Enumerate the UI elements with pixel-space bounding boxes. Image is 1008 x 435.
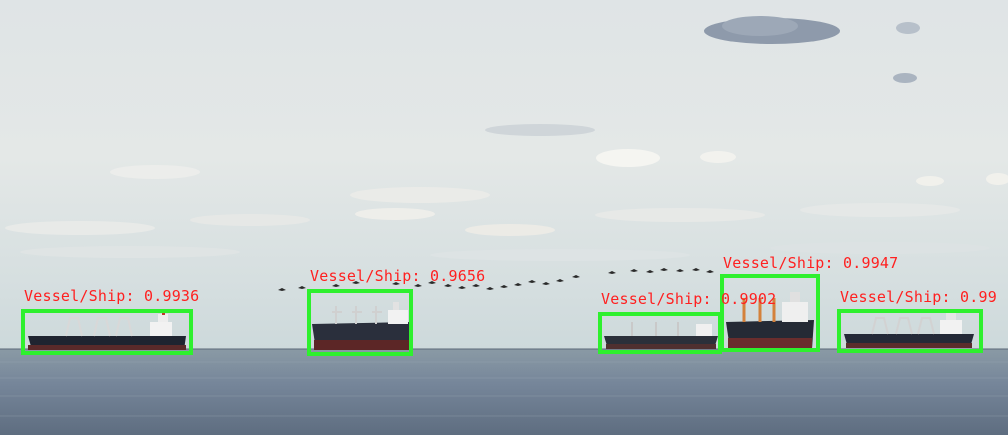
detection-box — [598, 312, 722, 354]
ship-3 — [604, 322, 718, 349]
sea-ripples — [0, 361, 1008, 417]
detection-label: Vessel/Ship: 0.99 — [840, 288, 997, 306]
detection-box — [307, 289, 413, 356]
clouds — [5, 16, 1008, 261]
detection-label: Vessel/Ship: 0.9936 — [24, 287, 200, 305]
detection-label: Vessel/Ship: 0.9656 — [310, 267, 486, 285]
sea — [0, 349, 1008, 435]
detection-box — [21, 309, 193, 355]
ship-4 — [726, 292, 814, 349]
detection-box — [837, 309, 983, 353]
ship-1 — [28, 310, 186, 350]
bird-flock — [278, 268, 714, 291]
detection-label: Vessel/Ship: 0.9947 — [723, 254, 899, 272]
detection-box — [720, 274, 820, 352]
detection-label: Vessel/Ship: 0.9902 — [601, 290, 777, 308]
ship-5 — [844, 312, 974, 348]
ship-2 — [312, 302, 412, 350]
